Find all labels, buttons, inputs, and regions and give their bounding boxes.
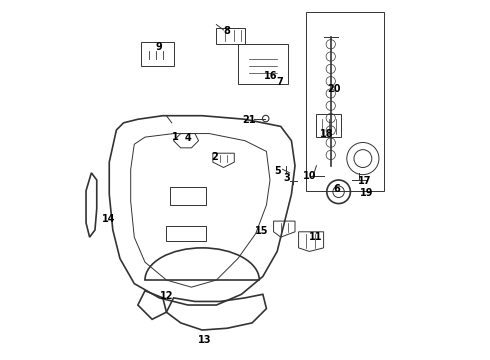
Bar [317, 114, 342, 137]
Text: 16: 16 [264, 71, 277, 81]
Text: 19: 19 [361, 188, 374, 198]
Text: 9: 9 [155, 42, 162, 52]
Bar [217, 28, 245, 44]
Text: 10: 10 [303, 171, 317, 181]
Text: 18: 18 [319, 129, 333, 139]
Text: 8: 8 [223, 26, 230, 36]
Text: 3: 3 [284, 173, 291, 183]
Text: 7: 7 [277, 77, 283, 87]
Bar [238, 44, 288, 84]
Bar [170, 187, 206, 205]
Text: 12: 12 [160, 291, 174, 301]
Text: 20: 20 [327, 84, 341, 94]
Text: 1: 1 [172, 132, 179, 142]
Text: 4: 4 [184, 133, 191, 143]
Text: 6: 6 [334, 184, 341, 194]
Text: 5: 5 [274, 166, 281, 176]
Text: 15: 15 [255, 226, 269, 236]
Text: 2: 2 [211, 152, 218, 162]
Text: 13: 13 [198, 335, 212, 345]
Text: 11: 11 [309, 232, 322, 242]
Bar [167, 226, 206, 241]
Text: 21: 21 [242, 115, 255, 125]
Text: 14: 14 [102, 214, 115, 224]
Text: 17: 17 [358, 176, 371, 186]
Bar [306, 12, 384, 191]
